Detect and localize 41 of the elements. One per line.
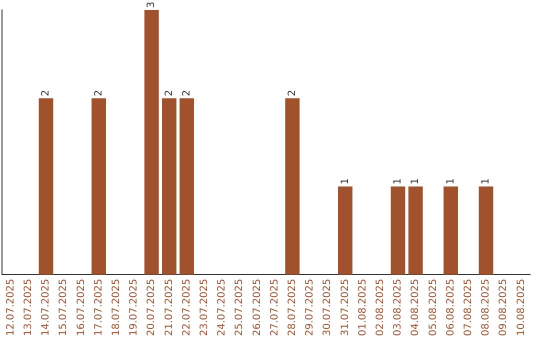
x-tick-label: 15.07.2025 <box>58 278 70 336</box>
x-tick-label: 29.07.2025 <box>304 278 316 336</box>
x-tick-label: 28.07.2025 <box>286 278 298 336</box>
x-tick-label: 14.07.2025 <box>40 278 52 336</box>
data-label: 1 <box>340 178 351 184</box>
x-tick-label: 13.07.2025 <box>22 278 34 336</box>
data-label: 1 <box>410 178 422 184</box>
x-tick-label: 02.08.2025 <box>374 278 386 336</box>
x-tick-label: 27.07.2025 <box>269 278 280 336</box>
data-label: 2 <box>93 90 104 96</box>
x-tick-label: 20.07.2025 <box>146 278 158 336</box>
data-label: 1 <box>445 178 456 184</box>
x-tick-label: 06.08.2025 <box>445 278 456 336</box>
data-label: 1 <box>480 178 492 184</box>
x-tick-label: 12.07.2025 <box>5 278 16 336</box>
x-tick-label: 04.08.2025 <box>410 278 422 336</box>
x-tick-label: 19.07.2025 <box>128 278 140 336</box>
x-tick-label: 26.07.2025 <box>252 278 263 336</box>
x-tick-label: 16.07.2025 <box>76 278 87 336</box>
data-label: 2 <box>164 90 175 96</box>
x-tick-label: 30.07.2025 <box>322 278 334 336</box>
data-label: 2 <box>181 90 192 96</box>
x-tick-label: 25.07.2025 <box>234 278 246 336</box>
x-tick-label: 23.07.2025 <box>198 278 210 336</box>
data-label: 2 <box>40 90 52 96</box>
x-tick-label: 01.08.2025 <box>357 278 368 336</box>
data-label: 3 <box>146 2 158 8</box>
x-tick-label: 31.07.2025 <box>340 278 351 336</box>
x-tick-label: 18.07.2025 <box>110 278 122 336</box>
x-tick-label: 17.07.2025 <box>93 278 104 336</box>
x-tick-label: 09.08.2025 <box>498 278 510 336</box>
x-tick-label: 08.08.2025 <box>480 278 492 336</box>
data-label: 1 <box>392 178 404 184</box>
x-tick-label: 21.07.2025 <box>164 278 175 336</box>
data-label: 2 <box>286 90 298 96</box>
x-tick-label: 07.08.2025 <box>462 278 474 336</box>
x-tick-label: 03.08.2025 <box>392 278 404 336</box>
x-tick-label: 05.08.2025 <box>428 278 439 336</box>
x-tick-label: 22.07.2025 <box>181 278 192 336</box>
x-tick-label: 24.07.2025 <box>216 278 228 336</box>
x-tick-label: 10.08.2025 <box>516 278 527 336</box>
